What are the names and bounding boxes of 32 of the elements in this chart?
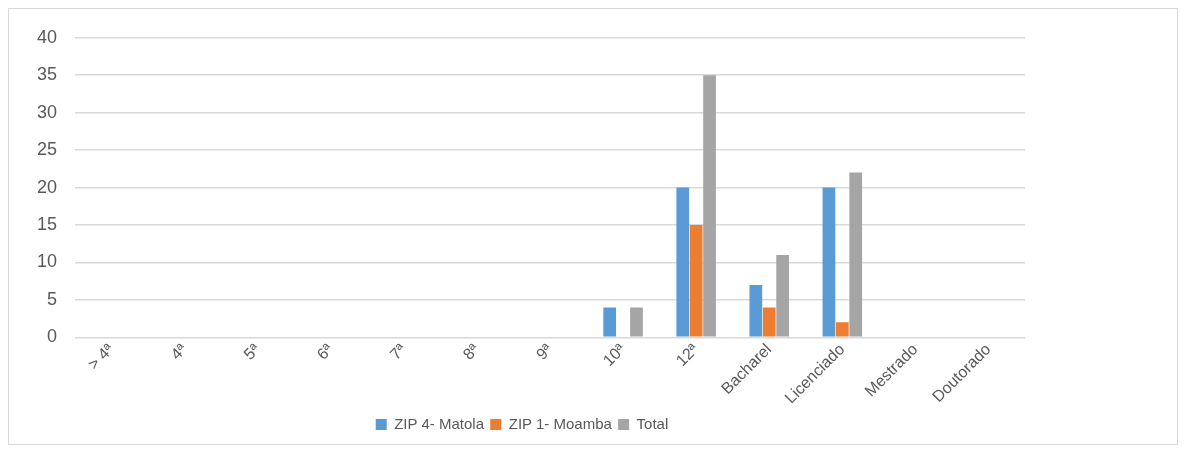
x-tick-label: 12ª	[672, 340, 702, 370]
y-tick-label: 25	[36, 139, 58, 160]
x-tick-label: 4ª	[167, 340, 190, 363]
x-tick-label: 9ª	[532, 340, 556, 363]
x-tick-label: 6ª	[313, 340, 337, 363]
x-tick-label: > 4ª	[84, 340, 117, 373]
y-tick-label: 10	[36, 251, 58, 272]
y-tick-label: 20	[36, 176, 58, 197]
bar	[849, 172, 863, 337]
legend-label: Total	[636, 414, 669, 432]
x-tick-label: 10ª	[599, 340, 629, 370]
y-tick-label: 30	[36, 101, 58, 122]
bar	[676, 187, 690, 337]
y-tick-label: 0	[47, 326, 58, 347]
bar	[822, 187, 836, 337]
x-tick-label: 5ª	[240, 340, 263, 363]
bar	[835, 322, 849, 337]
bar	[703, 75, 716, 337]
legend-label: ZIP 1- Moamba	[508, 414, 613, 432]
x-tick-label: 8ª	[459, 340, 483, 363]
bar	[630, 307, 643, 337]
bar	[762, 307, 776, 337]
y-tick-label: 35	[36, 64, 58, 85]
bar	[749, 284, 763, 337]
y-tick-label: 15	[36, 213, 58, 234]
y-tick-label: 5	[47, 288, 58, 309]
bar	[603, 307, 617, 337]
legend-label: ZIP 4- Matola	[394, 414, 485, 432]
y-tick-label: 40	[36, 26, 58, 47]
bar	[776, 254, 789, 337]
x-tick-label: 7ª	[386, 340, 410, 363]
bar	[689, 225, 703, 337]
